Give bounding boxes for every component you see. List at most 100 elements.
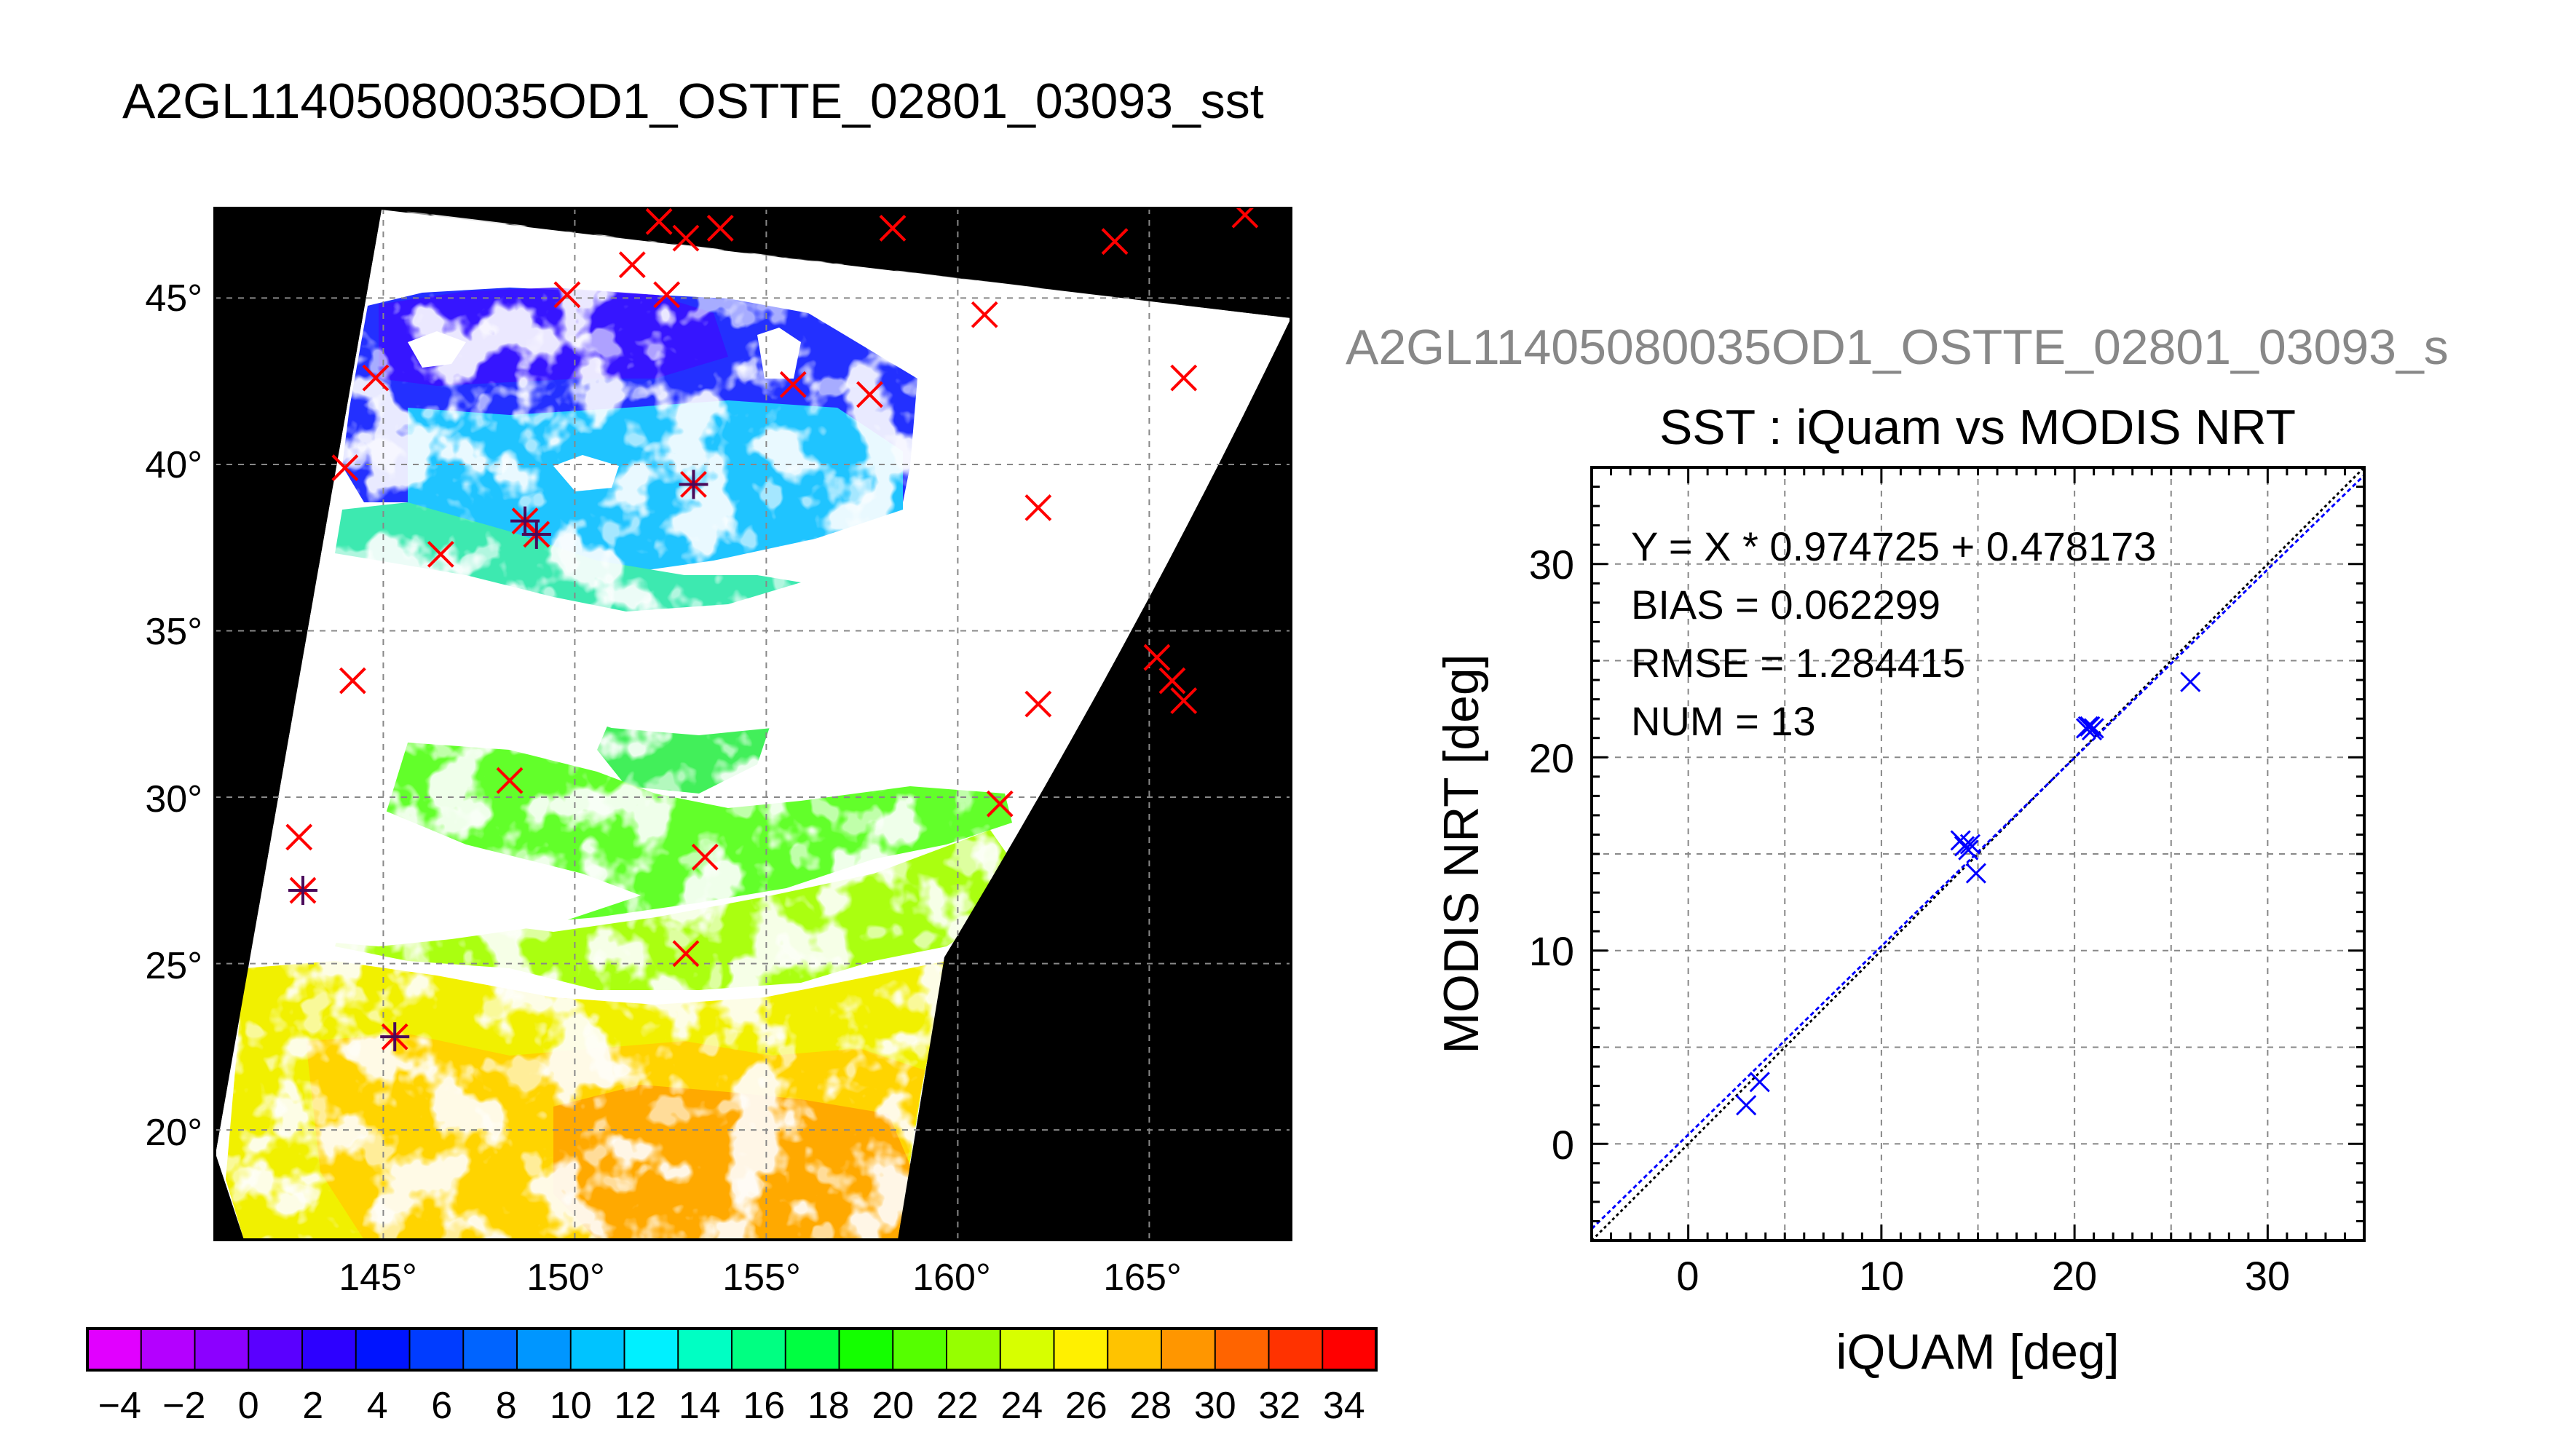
colorbar-cell <box>947 1329 1001 1370</box>
scatter-y-tick-label: 0 <box>1552 1122 1574 1168</box>
colorbar-cell <box>302 1329 357 1370</box>
colorbar-tick-label: 26 <box>1065 1385 1107 1427</box>
colorbar-tick-label: 20 <box>872 1385 914 1427</box>
swath-outside-right <box>382 208 1291 318</box>
colorbar-tick-label: 30 <box>1194 1385 1236 1427</box>
map-y-tick-label: 35° <box>145 611 202 653</box>
scatter-x-tick-label: 20 <box>2052 1253 2097 1299</box>
colorbar-cell <box>1107 1329 1162 1370</box>
matchup-marker <box>331 454 359 481</box>
swath-outside-left <box>215 208 382 1154</box>
scatter-y-ticks: 0 10 20 30 <box>1529 542 1574 1168</box>
colorbar-cell <box>1161 1329 1216 1370</box>
matchup-marker <box>779 371 807 398</box>
map-x-tick-label: 145° <box>339 1257 417 1299</box>
matchup-marker <box>553 281 581 309</box>
stat-bias: BIAS = 0.062299 <box>1631 582 1940 628</box>
map-x-ticks: 145° 150° 155° 160° 165° <box>339 1257 1182 1299</box>
colorbar-tick-label: 16 <box>743 1385 785 1427</box>
validated-marker <box>510 506 540 536</box>
stat-rmse: RMSE = 1.284415 <box>1631 640 1965 686</box>
matchup-marker <box>1170 687 1198 714</box>
colorbar-cell <box>839 1329 893 1370</box>
validated-marker <box>521 519 551 549</box>
matchup-marker <box>427 540 454 568</box>
matchup-marker <box>1024 494 1052 521</box>
map-x-tick-label: 150° <box>526 1257 605 1299</box>
main-title: A2GL11405080035OD1_OSTTE_02801_03093_sst <box>122 74 1264 129</box>
stat-fit-equation: Y = X * 0.974725 + 0.478173 <box>1631 523 2156 569</box>
scatter-point <box>1959 834 1981 855</box>
colorbar-tick-label: 0 <box>238 1385 259 1427</box>
identity-line <box>1592 467 2364 1241</box>
matchup-marker <box>1170 364 1198 392</box>
colorbar-tick-label: 6 <box>431 1385 452 1427</box>
matchup-marker <box>1101 228 1129 256</box>
map-y-tick-label: 30° <box>145 778 202 820</box>
colorbar-cell <box>1215 1329 1270 1370</box>
map-markers <box>285 208 1259 1052</box>
matchup-marker <box>879 215 907 242</box>
scatter-point <box>2080 716 2101 737</box>
scatter-x-tick-label: 30 <box>2245 1253 2290 1299</box>
matchup-marker <box>362 364 390 392</box>
colorbar-tick-label: 14 <box>679 1385 721 1427</box>
scatter-x-tick-label: 0 <box>1676 1253 1699 1299</box>
colorbar-cell <box>248 1329 303 1370</box>
map-y-tick-label: 20° <box>145 1112 202 1154</box>
sst-map: 145° 150° 155° 160° 165° 20° 25° 30° 35°… <box>145 207 1292 1299</box>
matchup-marker <box>1158 667 1186 695</box>
colorbar-tick-label: 12 <box>614 1385 656 1427</box>
colorbar-tick-label: −2 <box>162 1385 205 1427</box>
matchup-marker <box>706 215 734 242</box>
matchup-marker <box>339 667 366 695</box>
colorbar-tick-label: 24 <box>1000 1385 1043 1427</box>
scatter-y-axis-label: MODIS NRT [deg] <box>1434 654 1489 1053</box>
matchup-marker <box>691 843 719 871</box>
map-x-tick-label: 155° <box>722 1257 801 1299</box>
map-x-tick-label: 160° <box>912 1257 991 1299</box>
colorbar-cell <box>1054 1329 1108 1370</box>
scatter-points <box>1736 671 2201 1116</box>
matchup-marker <box>1024 690 1052 718</box>
colorbar-cell <box>409 1329 464 1370</box>
scatter-point <box>1958 839 1979 860</box>
scatter-clipped-title: A2GL11405080035OD1_OSTTE_02801_03093_s <box>1346 320 2449 375</box>
scatter-point <box>1736 1095 1757 1116</box>
scatter-point <box>1965 863 1986 884</box>
colorbar-cell <box>355 1329 411 1370</box>
colorbar-cells <box>87 1329 1377 1370</box>
stat-num: NUM = 13 <box>1631 698 1816 744</box>
scatter-x-axis-label: iQUAM [deg] <box>1836 1324 2119 1380</box>
colorbar-cell <box>463 1329 518 1370</box>
colorbar-cell <box>1322 1329 1377 1370</box>
matchup-marker <box>1231 208 1259 229</box>
validated-marker <box>679 470 708 499</box>
colorbar-tick-label: 34 <box>1323 1385 1365 1427</box>
colorbar-tick-label: 10 <box>550 1385 592 1427</box>
colorbar-cell <box>1268 1329 1323 1370</box>
colorbar-tick-label: 28 <box>1129 1385 1172 1427</box>
scatter-grid <box>1592 467 2364 1241</box>
colorbar-cell <box>87 1329 142 1370</box>
matchup-marker <box>856 381 883 408</box>
colorbar-cell <box>678 1329 732 1370</box>
scatter-point <box>2180 671 2201 692</box>
colorbar-tick-label: 4 <box>367 1385 388 1427</box>
colorbar-cell <box>624 1329 679 1370</box>
colorbar-cell <box>785 1329 840 1370</box>
matchup-marker <box>672 940 700 968</box>
map-x-tick-label: 165° <box>1103 1257 1182 1299</box>
map-frame <box>213 207 1292 1241</box>
validated-marker <box>380 1022 410 1052</box>
map-y-tick-label: 40° <box>145 444 202 486</box>
validated-marker <box>288 876 317 906</box>
map-y-tick-label: 45° <box>145 277 202 320</box>
matchup-marker <box>653 281 681 309</box>
scatter-point <box>1749 1072 1770 1093</box>
colorbar-tick-label: 22 <box>936 1385 979 1427</box>
scatter-point <box>2077 716 2098 737</box>
colorbar-tick-label: 32 <box>1258 1385 1300 1427</box>
colorbar-cell <box>517 1329 572 1370</box>
